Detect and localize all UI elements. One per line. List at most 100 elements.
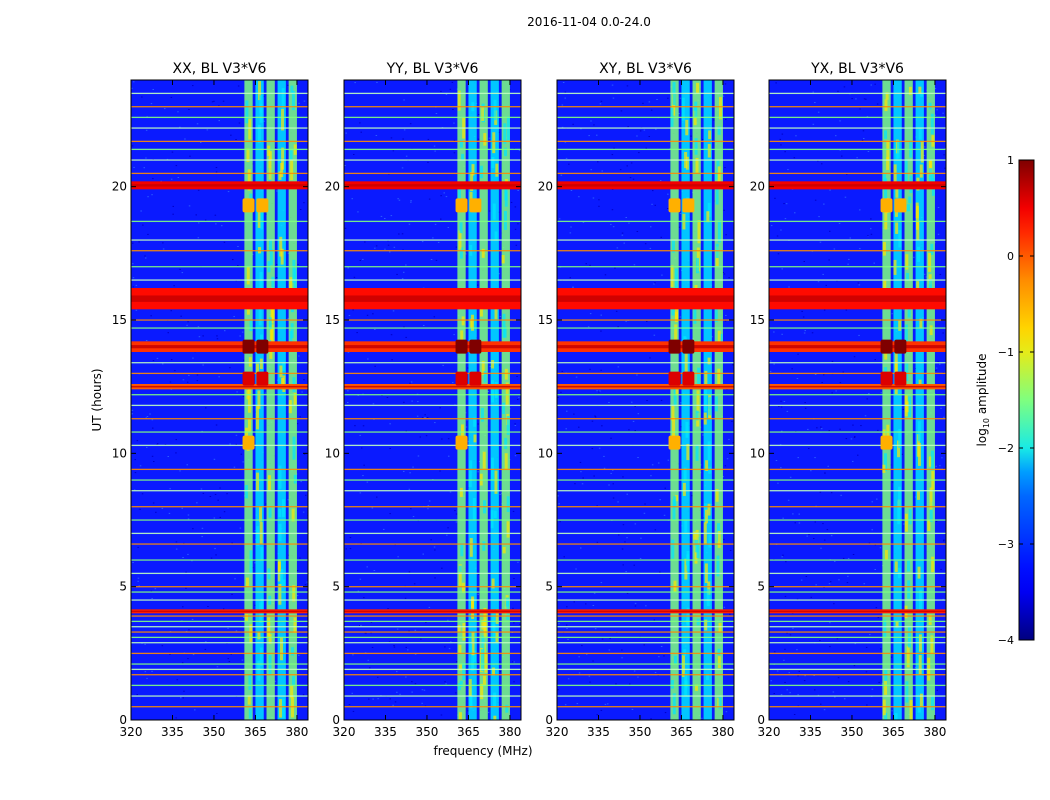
noise-speck bbox=[853, 665, 856, 667]
rfi-line bbox=[557, 372, 734, 375]
band-texture bbox=[905, 681, 909, 703]
noise-speck bbox=[816, 427, 818, 429]
hot-spot bbox=[455, 198, 468, 213]
band-texture bbox=[501, 255, 505, 264]
band-texture bbox=[675, 306, 679, 321]
noise-speck bbox=[578, 656, 580, 658]
band-texture bbox=[280, 248, 284, 265]
band-texture bbox=[457, 624, 461, 632]
noise-speck bbox=[184, 138, 186, 140]
rfi-line bbox=[769, 636, 946, 639]
noise-speck bbox=[803, 332, 806, 334]
noise-speck bbox=[131, 409, 134, 411]
noise-speck bbox=[518, 396, 520, 398]
noise-speck bbox=[834, 696, 836, 698]
hot-spot bbox=[668, 198, 681, 213]
band-texture bbox=[694, 138, 698, 155]
panel-frame bbox=[130, 79, 309, 721]
noise-speck bbox=[828, 583, 831, 585]
rfi-line bbox=[131, 479, 308, 481]
band-texture bbox=[247, 695, 251, 705]
band-texture bbox=[289, 331, 293, 351]
band-texture bbox=[482, 541, 486, 551]
noise-speck bbox=[649, 357, 651, 359]
noise-speck bbox=[791, 368, 793, 370]
rfi-line bbox=[344, 250, 521, 252]
band-texture bbox=[684, 673, 688, 696]
band-texture bbox=[894, 561, 898, 572]
band-texture bbox=[289, 150, 293, 162]
noise-speck bbox=[488, 137, 491, 139]
rfi-line bbox=[557, 663, 734, 665]
noise-speck bbox=[375, 135, 378, 136]
noise-speck bbox=[359, 434, 361, 436]
noise-speck bbox=[301, 391, 303, 393]
noise-speck bbox=[567, 639, 569, 640]
noise-speck bbox=[235, 434, 238, 436]
noise-speck bbox=[902, 523, 905, 525]
noise-speck bbox=[151, 194, 153, 196]
noise-speck bbox=[370, 632, 372, 634]
noise-speck bbox=[614, 267, 616, 269]
band-texture bbox=[929, 487, 933, 510]
noise-speck bbox=[780, 229, 782, 231]
rfi-line bbox=[344, 372, 521, 375]
band-texture bbox=[918, 128, 922, 140]
noise-speck bbox=[427, 161, 429, 163]
noise-speck bbox=[845, 309, 848, 311]
noise-speck bbox=[146, 446, 148, 448]
rfi-line bbox=[344, 362, 521, 364]
band-texture bbox=[260, 598, 264, 618]
noise-speck bbox=[147, 233, 149, 235]
noise-speck bbox=[302, 511, 305, 513]
noise-speck bbox=[650, 226, 652, 228]
band-texture bbox=[682, 482, 686, 496]
noise-speck bbox=[252, 253, 254, 255]
band-texture bbox=[481, 248, 485, 258]
noise-speck bbox=[408, 630, 410, 632]
noise-speck bbox=[441, 438, 443, 440]
noise-speck bbox=[817, 694, 820, 696]
noise-speck bbox=[679, 316, 682, 318]
band-texture bbox=[905, 401, 909, 413]
hot-spot bbox=[894, 198, 907, 213]
rfi-line bbox=[344, 319, 521, 321]
y-tick-label: 5 bbox=[119, 580, 127, 594]
noise-speck bbox=[558, 623, 560, 625]
noise-speck bbox=[723, 209, 725, 211]
rfi-line bbox=[557, 506, 734, 508]
band-texture bbox=[282, 579, 286, 587]
noise-speck bbox=[853, 356, 856, 358]
noise-speck bbox=[360, 624, 362, 626]
noise-speck bbox=[218, 120, 220, 122]
band-texture bbox=[670, 265, 674, 287]
rfi-line bbox=[769, 266, 946, 268]
noise-speck bbox=[205, 407, 207, 409]
noise-speck bbox=[789, 692, 791, 694]
noise-speck bbox=[603, 467, 606, 469]
noise-speck bbox=[453, 139, 456, 141]
band-texture bbox=[894, 210, 898, 217]
noise-speck bbox=[585, 263, 587, 265]
noise-speck bbox=[177, 177, 180, 178]
band-texture bbox=[931, 696, 935, 711]
noise-speck bbox=[265, 213, 268, 215]
noise-speck bbox=[222, 100, 225, 102]
noise-speck bbox=[201, 527, 204, 529]
band-texture bbox=[259, 95, 263, 113]
noise-speck bbox=[858, 334, 860, 336]
noise-speck bbox=[846, 173, 848, 175]
noise-speck bbox=[241, 659, 244, 661]
band-texture bbox=[257, 632, 261, 640]
noise-speck bbox=[937, 233, 940, 235]
rfi-line bbox=[344, 652, 521, 655]
noise-speck bbox=[405, 646, 407, 648]
colorbar-gradient bbox=[1018, 159, 1035, 641]
rfi-line bbox=[344, 631, 521, 633]
noise-speck bbox=[610, 472, 612, 474]
rfi-line bbox=[769, 444, 946, 447]
noise-speck bbox=[789, 476, 792, 478]
noise-speck bbox=[396, 671, 398, 673]
noise-speck bbox=[578, 672, 581, 674]
noise-speck bbox=[654, 672, 657, 673]
